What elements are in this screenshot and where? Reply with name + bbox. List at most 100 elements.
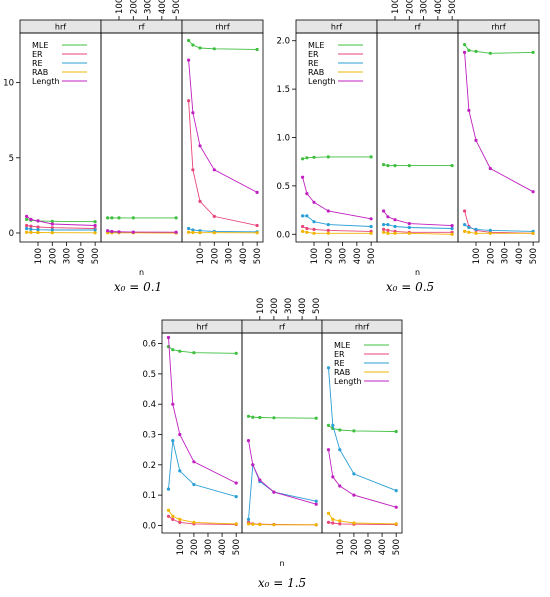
chart-caption: x₀ = 1.5 bbox=[258, 576, 306, 590]
x-tick-label: 100 bbox=[196, 248, 206, 264]
data-point-mle bbox=[305, 156, 308, 159]
data-point-re bbox=[463, 223, 466, 226]
data-point-mle bbox=[175, 216, 178, 219]
data-point-length bbox=[386, 215, 389, 218]
y-tick-label: 1.0 bbox=[276, 134, 290, 144]
data-point-mle bbox=[258, 416, 261, 419]
data-point-length bbox=[198, 144, 201, 147]
data-point-length bbox=[474, 139, 477, 142]
x-tick-label: 300 bbox=[63, 248, 73, 264]
data-point-re bbox=[370, 225, 373, 228]
data-point-rab bbox=[36, 231, 39, 234]
data-point-rab bbox=[235, 522, 238, 525]
data-point-er bbox=[331, 521, 334, 524]
x-tick-label: 400 bbox=[77, 248, 87, 264]
data-point-er bbox=[167, 515, 170, 518]
data-point-mle bbox=[301, 157, 304, 160]
data-point-rab bbox=[382, 231, 385, 234]
x-tick-label: 200 bbox=[486, 248, 496, 264]
data-point-rab bbox=[301, 230, 304, 233]
panel-strip-label: hrf bbox=[55, 23, 66, 32]
data-point-mle bbox=[408, 164, 411, 167]
data-point-length bbox=[36, 219, 39, 222]
x-tick-label: 100 bbox=[336, 539, 346, 555]
data-point-mle bbox=[327, 155, 330, 158]
data-point-mle bbox=[370, 155, 373, 158]
data-point-re bbox=[301, 214, 304, 217]
x-axis-label: n bbox=[139, 268, 144, 277]
data-point-rab bbox=[386, 232, 389, 235]
data-point-mle bbox=[474, 50, 477, 53]
data-point-mle bbox=[256, 48, 259, 51]
data-point-length bbox=[532, 190, 535, 193]
legend-label: RE bbox=[308, 59, 319, 68]
data-point-length bbox=[192, 460, 195, 463]
x-tick-label: 300 bbox=[364, 539, 374, 555]
data-point-mle bbox=[247, 415, 250, 418]
data-point-rab bbox=[272, 523, 275, 526]
data-point-re bbox=[331, 424, 334, 427]
data-point-rab bbox=[192, 521, 195, 524]
chart-caption: x₀ = 0.1 bbox=[114, 280, 162, 294]
data-point-er bbox=[213, 215, 216, 218]
panel-strip-label: rhrf bbox=[355, 323, 370, 332]
data-point-re bbox=[382, 223, 385, 226]
y-tick-label: 5 bbox=[9, 154, 14, 164]
x-tick-label: 400 bbox=[434, 0, 444, 14]
data-point-mle bbox=[467, 49, 470, 52]
x-tick-label: 400 bbox=[218, 539, 228, 555]
panel-strip-label: rf bbox=[279, 323, 285, 332]
x-tick-label: 200 bbox=[324, 248, 334, 264]
data-point-length bbox=[94, 224, 97, 227]
data-point-length bbox=[272, 491, 275, 494]
x-tick-label: 400 bbox=[239, 248, 249, 264]
data-point-er bbox=[338, 522, 341, 525]
data-point-length bbox=[178, 433, 181, 436]
data-point-er bbox=[386, 229, 389, 232]
data-point-re bbox=[167, 488, 170, 491]
data-point-re bbox=[171, 439, 174, 442]
data-point-re bbox=[29, 228, 32, 231]
y-tick-label: 1.5 bbox=[276, 85, 290, 95]
data-point-length bbox=[251, 463, 254, 466]
data-point-length bbox=[331, 475, 334, 478]
data-point-er bbox=[301, 225, 304, 228]
legend-label: MLE bbox=[308, 41, 324, 50]
panel-strip-label: rhrf bbox=[491, 23, 506, 32]
data-point-rab bbox=[251, 523, 254, 526]
data-point-mle bbox=[382, 163, 385, 166]
data-point-re bbox=[36, 228, 39, 231]
data-point-length bbox=[327, 209, 330, 212]
data-point-rab bbox=[25, 231, 28, 234]
y-tick-label: 0.5 bbox=[276, 182, 290, 192]
data-point-length bbox=[258, 478, 261, 481]
data-point-er bbox=[382, 228, 385, 231]
data-point-length bbox=[338, 484, 341, 487]
data-point-mle bbox=[178, 350, 181, 353]
data-point-rab bbox=[532, 232, 535, 235]
data-point-er bbox=[29, 225, 32, 228]
legend-label: RAB bbox=[32, 68, 48, 77]
data-point-rab bbox=[171, 515, 174, 518]
data-point-length bbox=[463, 51, 466, 54]
y-tick-label: 0.5 bbox=[142, 370, 156, 380]
data-point-er bbox=[312, 228, 315, 231]
legend-label: RE bbox=[334, 359, 345, 368]
data-point-re bbox=[327, 366, 330, 369]
data-point-length bbox=[315, 503, 318, 506]
x-tick-label: 300 bbox=[204, 539, 214, 555]
data-point-mle bbox=[213, 47, 216, 50]
legend-label: Length bbox=[308, 77, 336, 86]
data-point-rab bbox=[370, 232, 373, 235]
data-point-mle bbox=[532, 51, 535, 54]
data-point-mle bbox=[451, 164, 454, 167]
data-point-length bbox=[213, 168, 216, 171]
x-tick-label: 200 bbox=[350, 539, 360, 555]
data-point-re bbox=[25, 227, 28, 230]
data-point-mle bbox=[489, 52, 492, 55]
y-tick-label: 0.0 bbox=[142, 521, 156, 531]
x-tick-label: 200 bbox=[190, 539, 200, 555]
x-tick-label: 500 bbox=[392, 539, 402, 555]
panel-strip-label: hrf bbox=[331, 23, 342, 32]
data-point-mle bbox=[235, 352, 238, 355]
